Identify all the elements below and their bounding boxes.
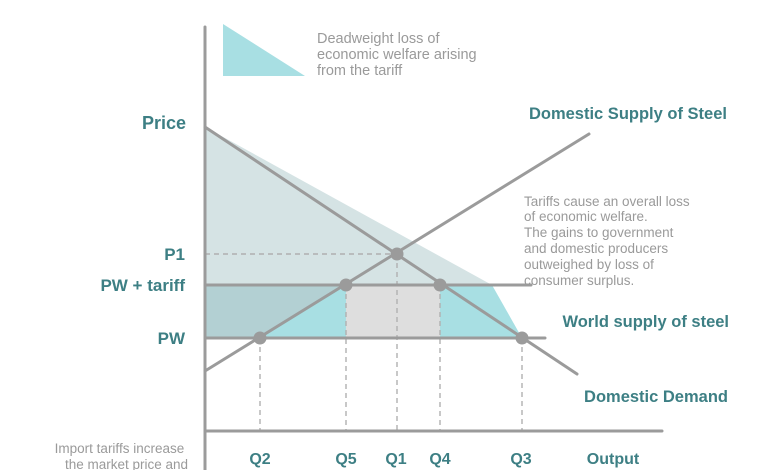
world-demand-dot-q3 xyxy=(515,331,529,345)
q2-label: Q2 xyxy=(249,451,270,468)
world-supply-label: World supply of steel xyxy=(562,313,729,331)
domestic-demand-label: Domestic Demand xyxy=(584,388,728,406)
world-supply-dot-q2 xyxy=(253,331,267,345)
domestic-supply-label: Domestic Supply of Steel xyxy=(529,105,727,123)
producer-gain-area xyxy=(205,285,346,338)
caption-text: Import tariffs increase the market price… xyxy=(55,441,188,470)
consumer-surplus-area xyxy=(205,127,492,285)
output-axis-label: Output xyxy=(587,451,640,468)
tariff-supply-dot-q5 xyxy=(339,278,353,292)
pw-label: PW xyxy=(158,329,186,348)
domestic-demand-line xyxy=(203,125,579,376)
tariff-demand-dot-q4 xyxy=(433,278,447,292)
pw-tariff-label: PW + tariff xyxy=(100,276,185,295)
p1-label: P1 xyxy=(164,245,185,264)
q1-label: Q1 xyxy=(385,451,406,468)
q3-label: Q3 xyxy=(510,451,531,468)
legend-swatch xyxy=(223,24,305,76)
welfare-note: Tariffs cause an overall loss of economi… xyxy=(524,194,693,288)
q4-label: Q4 xyxy=(429,451,450,468)
equilibrium-dot-q1 xyxy=(390,247,404,261)
legend-text: Deadweight loss of economic welfare aris… xyxy=(317,31,481,79)
tariff-revenue-area xyxy=(346,285,440,338)
price-axis-label: Price xyxy=(142,113,186,133)
q5-label: Q5 xyxy=(335,451,356,468)
